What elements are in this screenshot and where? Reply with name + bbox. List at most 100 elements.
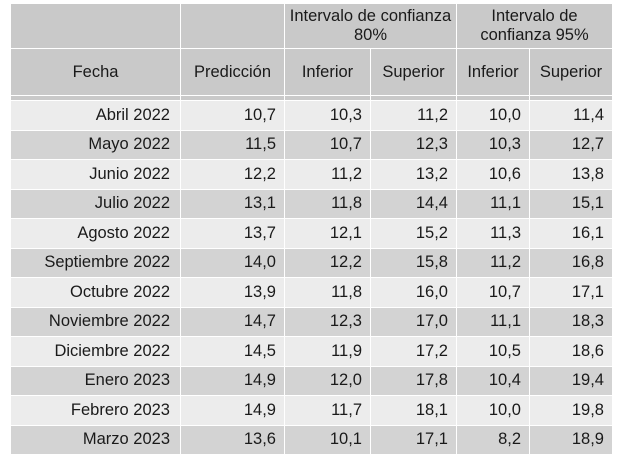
cell-prediccion: 14,0 (180, 247, 285, 278)
cell-superior-80: 14,4 (370, 188, 457, 219)
cell-inferior-80: 12,1 (284, 218, 371, 249)
cell-fecha: Febrero 2023 (10, 395, 181, 426)
table-row: Agosto 2022 13,7 12,1 15,2 11,3 16,1 (10, 218, 613, 249)
header-inferior-80: Inferior (284, 48, 371, 96)
cell-superior-80: 17,1 (370, 424, 457, 455)
cell-inferior-80: 11,8 (284, 188, 371, 219)
header-empty-cell (180, 3, 285, 49)
table-row: Junio 2022 12,2 11,2 13,2 10,6 13,8 (10, 159, 613, 190)
table-row: Diciembre 2022 14,5 11,9 17,2 10,5 18,6 (10, 336, 613, 367)
cell-superior-95: 15,1 (529, 188, 613, 219)
cell-superior-95: 18,9 (529, 424, 613, 455)
cell-inferior-80: 12,3 (284, 306, 371, 337)
cell-prediccion: 14,9 (180, 365, 285, 396)
cell-fecha: Septiembre 2022 (10, 247, 181, 278)
cell-prediccion: 13,7 (180, 218, 285, 249)
cell-inferior-80: 11,8 (284, 277, 371, 308)
cell-prediccion: 14,5 (180, 336, 285, 367)
header-interval-95: Intervalo de confianza 95% (456, 3, 613, 49)
cell-superior-95: 19,8 (529, 395, 613, 426)
cell-inferior-80: 11,7 (284, 395, 371, 426)
cell-inferior-95: 10,0 (456, 395, 530, 426)
table-row: Abril 2022 10,7 10,3 11,2 10,0 11,4 (10, 100, 613, 131)
table-row: Enero 2023 14,9 12,0 17,8 10,4 19,4 (10, 365, 613, 396)
cell-superior-80: 15,2 (370, 218, 457, 249)
cell-fecha: Enero 2023 (10, 365, 181, 396)
table-row: Septiembre 2022 14,0 12,2 15,8 11,2 16,8 (10, 247, 613, 278)
cell-superior-95: 18,6 (529, 336, 613, 367)
forecast-table: Intervalo de confianza 80% Intervalo de … (10, 3, 613, 455)
cell-inferior-95: 10,6 (456, 159, 530, 190)
table-row: Febrero 2023 14,9 11,7 18,1 10,0 19,8 (10, 395, 613, 426)
header-interval-80: Intervalo de confianza 80% (284, 3, 457, 49)
cell-inferior-80: 12,2 (284, 247, 371, 278)
cell-superior-95: 11,4 (529, 100, 613, 131)
cell-prediccion: 13,6 (180, 424, 285, 455)
cell-superior-80: 15,8 (370, 247, 457, 278)
cell-superior-95: 12,7 (529, 129, 613, 160)
cell-fecha: Noviembre 2022 (10, 306, 181, 337)
cell-inferior-95: 11,1 (456, 188, 530, 219)
cell-inferior-95: 10,7 (456, 277, 530, 308)
cell-fecha: Diciembre 2022 (10, 336, 181, 367)
cell-inferior-95: 11,1 (456, 306, 530, 337)
cell-superior-80: 17,0 (370, 306, 457, 337)
cell-inferior-95: 10,4 (456, 365, 530, 396)
cell-fecha: Mayo 2022 (10, 129, 181, 160)
header-superior-95: Superior (529, 48, 613, 96)
cell-inferior-95: 11,3 (456, 218, 530, 249)
forecast-table-container: Intervalo de confianza 80% Intervalo de … (10, 3, 613, 455)
cell-superior-95: 17,1 (529, 277, 613, 308)
cell-inferior-80: 11,9 (284, 336, 371, 367)
cell-prediccion: 14,9 (180, 395, 285, 426)
cell-fecha: Marzo 2023 (10, 424, 181, 455)
cell-superior-80: 18,1 (370, 395, 457, 426)
cell-inferior-95: 10,3 (456, 129, 530, 160)
table-row: Octubre 2022 13,9 11,8 16,0 10,7 17,1 (10, 277, 613, 308)
cell-inferior-95: 11,2 (456, 247, 530, 278)
table-row: Julio 2022 13,1 11,8 14,4 11,1 15,1 (10, 188, 613, 219)
header-empty-cell (10, 3, 181, 49)
cell-fecha: Julio 2022 (10, 188, 181, 219)
cell-prediccion: 14,7 (180, 306, 285, 337)
cell-fecha: Octubre 2022 (10, 277, 181, 308)
cell-prediccion: 10,7 (180, 100, 285, 131)
header-column-row: Fecha Predicción Inferior Superior Infer… (10, 48, 613, 96)
header-spacer (10, 95, 613, 101)
table-body: Abril 2022 10,7 10,3 11,2 10,0 11,4 Mayo 2022 1… (10, 100, 613, 455)
header-inferior-95: Inferior (456, 48, 530, 96)
table-row: Mayo 2022 11,5 10,7 12,3 10,3 12,7 (10, 129, 613, 160)
cell-superior-80: 16,0 (370, 277, 457, 308)
cell-fecha: Junio 2022 (10, 159, 181, 190)
cell-superior-95: 13,8 (529, 159, 613, 190)
cell-fecha: Agosto 2022 (10, 218, 181, 249)
header-superior-80: Superior (370, 48, 457, 96)
cell-inferior-80: 10,1 (284, 424, 371, 455)
cell-superior-95: 19,4 (529, 365, 613, 396)
cell-prediccion: 11,5 (180, 129, 285, 160)
cell-inferior-95: 8,2 (456, 424, 530, 455)
table-row: Noviembre 2022 14,7 12,3 17,0 11,1 18,3 (10, 306, 613, 337)
cell-superior-95: 18,3 (529, 306, 613, 337)
cell-superior-80: 17,2 (370, 336, 457, 367)
cell-inferior-80: 12,0 (284, 365, 371, 396)
cell-prediccion: 13,9 (180, 277, 285, 308)
cell-superior-80: 11,2 (370, 100, 457, 131)
cell-superior-80: 17,8 (370, 365, 457, 396)
cell-inferior-80: 10,3 (284, 100, 371, 131)
cell-superior-95: 16,8 (529, 247, 613, 278)
cell-prediccion: 13,1 (180, 188, 285, 219)
cell-superior-80: 12,3 (370, 129, 457, 160)
cell-inferior-80: 10,7 (284, 129, 371, 160)
table-row: Marzo 2023 13,6 10,1 17,1 8,2 18,9 (10, 424, 613, 455)
cell-superior-80: 13,2 (370, 159, 457, 190)
cell-inferior-95: 10,5 (456, 336, 530, 367)
cell-inferior-80: 11,2 (284, 159, 371, 190)
cell-fecha: Abril 2022 (10, 100, 181, 131)
header-fecha: Fecha (10, 48, 181, 96)
header-group-row: Intervalo de confianza 80% Intervalo de … (10, 3, 613, 49)
cell-superior-95: 16,1 (529, 218, 613, 249)
header-prediccion: Predicción (180, 48, 285, 96)
cell-inferior-95: 10,0 (456, 100, 530, 131)
cell-prediccion: 12,2 (180, 159, 285, 190)
